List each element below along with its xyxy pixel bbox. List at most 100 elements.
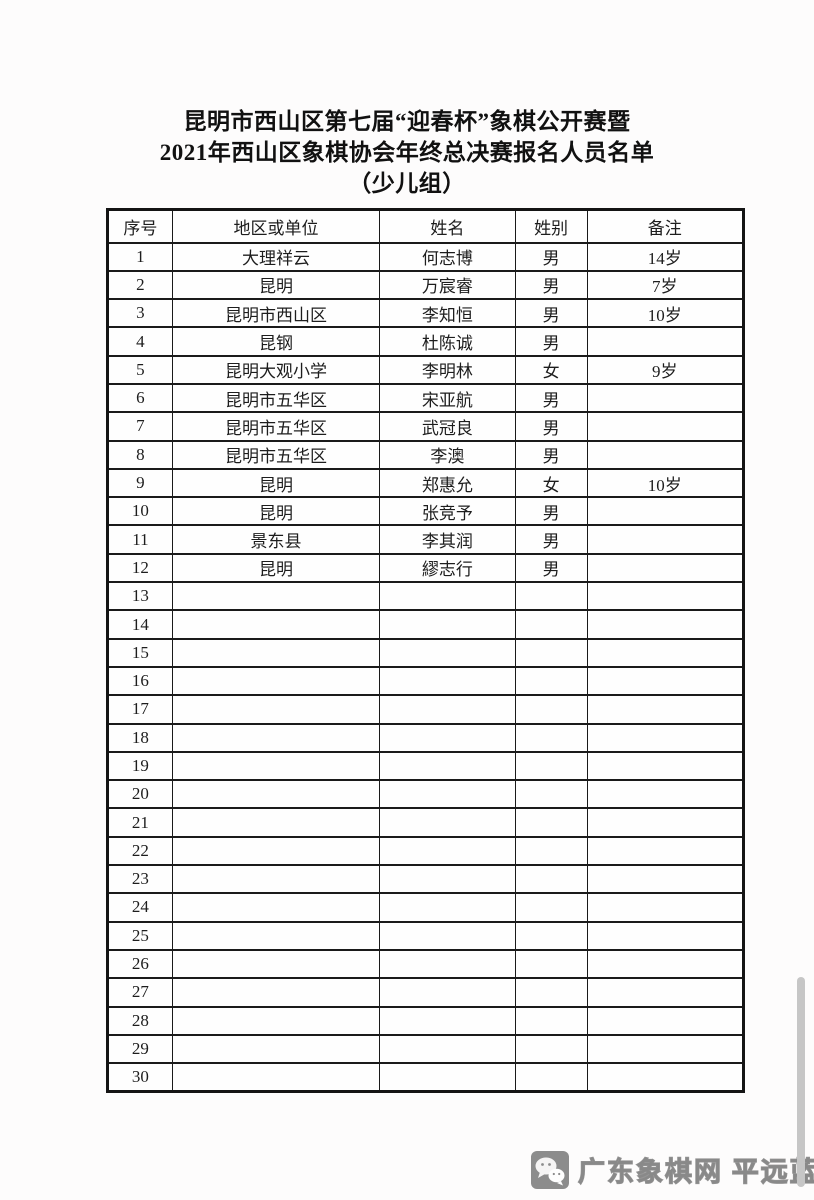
table-row: 20 bbox=[107, 779, 744, 810]
cell-unit: 昆明 bbox=[171, 467, 381, 499]
cell-note bbox=[586, 581, 744, 612]
table-row: 23 bbox=[107, 864, 744, 895]
cell-unit bbox=[171, 977, 381, 1008]
table-row: 6 昆明市五华区 宋亚航 男 bbox=[107, 382, 744, 414]
cell-no: 29 bbox=[107, 1033, 173, 1065]
roster-table: 序号 地区或单位 姓名 姓别 备注 1 大理祥云 何志博 男 14岁 2 昆明 … bbox=[106, 208, 745, 1093]
cell-no: 14 bbox=[107, 609, 173, 640]
title-line-3: （少儿组） bbox=[348, 171, 466, 196]
cell-gender: 男 bbox=[514, 298, 588, 329]
table-row: 5 昆明大观小学 李明林 女 9岁 bbox=[107, 354, 744, 385]
cell-gender bbox=[514, 1062, 588, 1093]
cell-note bbox=[586, 552, 744, 584]
cell-note bbox=[586, 977, 744, 1008]
cell-name bbox=[379, 637, 516, 668]
cell-no: 28 bbox=[107, 1005, 173, 1036]
cell-unit bbox=[171, 1005, 381, 1036]
cell-no: 2 bbox=[107, 269, 173, 301]
cell-name: 杜陈诚 bbox=[379, 326, 516, 357]
cell-unit bbox=[171, 1062, 381, 1093]
cell-unit bbox=[171, 892, 381, 923]
table-row: 30 bbox=[107, 1062, 744, 1093]
table-row: 12 昆明 繆志行 男 bbox=[107, 552, 744, 584]
cell-note bbox=[586, 439, 744, 470]
cell-no: 30 bbox=[107, 1062, 173, 1093]
table-row: 29 bbox=[107, 1033, 744, 1065]
cell-gender: 男 bbox=[514, 326, 588, 357]
watermark: 广东象棋网 平远蓝天 bbox=[531, 1150, 814, 1189]
cell-note: 10岁 bbox=[586, 467, 744, 499]
cell-note bbox=[586, 750, 744, 782]
table-row: 24 bbox=[107, 892, 744, 923]
cell-name bbox=[379, 1062, 516, 1093]
cell-no: 18 bbox=[107, 722, 173, 753]
cell-no: 19 bbox=[107, 750, 173, 782]
cell-note: 14岁 bbox=[586, 241, 744, 272]
cell-note bbox=[586, 665, 744, 697]
cell-note bbox=[586, 411, 744, 442]
cell-name bbox=[379, 1005, 516, 1036]
cell-note bbox=[586, 382, 744, 414]
cell-gender bbox=[514, 864, 588, 895]
table-row: 8 昆明市五华区 李澳 男 bbox=[107, 439, 744, 470]
col-header-note: 备注 bbox=[586, 208, 744, 244]
table-row: 14 bbox=[107, 609, 744, 640]
cell-no: 3 bbox=[107, 298, 173, 329]
cell-no: 10 bbox=[107, 496, 173, 527]
cell-note bbox=[586, 864, 744, 895]
cell-unit bbox=[171, 1033, 381, 1065]
cell-gender bbox=[514, 694, 588, 725]
cell-gender: 男 bbox=[514, 496, 588, 527]
cell-note bbox=[586, 694, 744, 725]
cell-no: 13 bbox=[107, 581, 173, 612]
cell-unit: 昆明市五华区 bbox=[171, 411, 381, 442]
cell-no: 4 bbox=[107, 326, 173, 357]
cell-unit bbox=[171, 665, 381, 697]
table-header-row: 序号 地区或单位 姓名 姓别 备注 bbox=[107, 208, 744, 244]
cell-no: 17 bbox=[107, 694, 173, 725]
cell-note: 9岁 bbox=[586, 354, 744, 385]
wechat-icon bbox=[531, 1150, 569, 1189]
title-line-1: 昆明市西山区第七届“迎春杯”象棋公开赛暨 bbox=[183, 109, 631, 134]
cell-name bbox=[379, 694, 516, 725]
cell-note bbox=[586, 779, 744, 810]
cell-unit bbox=[171, 807, 381, 838]
cell-note bbox=[586, 892, 744, 923]
cell-name bbox=[379, 609, 516, 640]
cell-unit bbox=[171, 637, 381, 668]
cell-name: 武冠良 bbox=[379, 411, 516, 442]
cell-unit: 昆明市五华区 bbox=[171, 382, 381, 414]
cell-gender bbox=[514, 581, 588, 612]
cell-unit: 昆明 bbox=[171, 496, 381, 527]
cell-name bbox=[379, 977, 516, 1008]
table-row: 11 景东县 李其润 男 bbox=[107, 524, 744, 555]
cell-note bbox=[586, 722, 744, 753]
cell-name bbox=[379, 1033, 516, 1065]
cell-name bbox=[379, 722, 516, 753]
cell-gender: 男 bbox=[514, 552, 588, 584]
cell-unit: 昆明大观小学 bbox=[171, 354, 381, 385]
cell-name: 张竞予 bbox=[379, 496, 516, 527]
cell-unit bbox=[171, 609, 381, 640]
cell-unit: 景东县 bbox=[171, 524, 381, 555]
table-row: 27 bbox=[107, 977, 744, 1008]
cell-unit: 昆钢 bbox=[171, 326, 381, 357]
table-row: 25 bbox=[107, 920, 744, 951]
cell-note bbox=[586, 920, 744, 951]
cell-unit: 昆明 bbox=[171, 552, 381, 584]
cell-name: 李知恒 bbox=[379, 298, 516, 329]
cell-gender: 男 bbox=[514, 411, 588, 442]
scrollbar-thumb[interactable] bbox=[797, 977, 805, 1187]
cell-name: 宋亚航 bbox=[379, 382, 516, 414]
cell-gender bbox=[514, 1005, 588, 1036]
cell-name bbox=[379, 779, 516, 810]
cell-note bbox=[586, 835, 744, 867]
cell-no: 16 bbox=[107, 665, 173, 697]
cell-unit bbox=[171, 920, 381, 951]
cell-no: 21 bbox=[107, 807, 173, 838]
table-row: 15 bbox=[107, 637, 744, 668]
cell-gender bbox=[514, 807, 588, 838]
table-row: 10 昆明 张竞予 男 bbox=[107, 496, 744, 527]
cell-no: 1 bbox=[107, 241, 173, 272]
